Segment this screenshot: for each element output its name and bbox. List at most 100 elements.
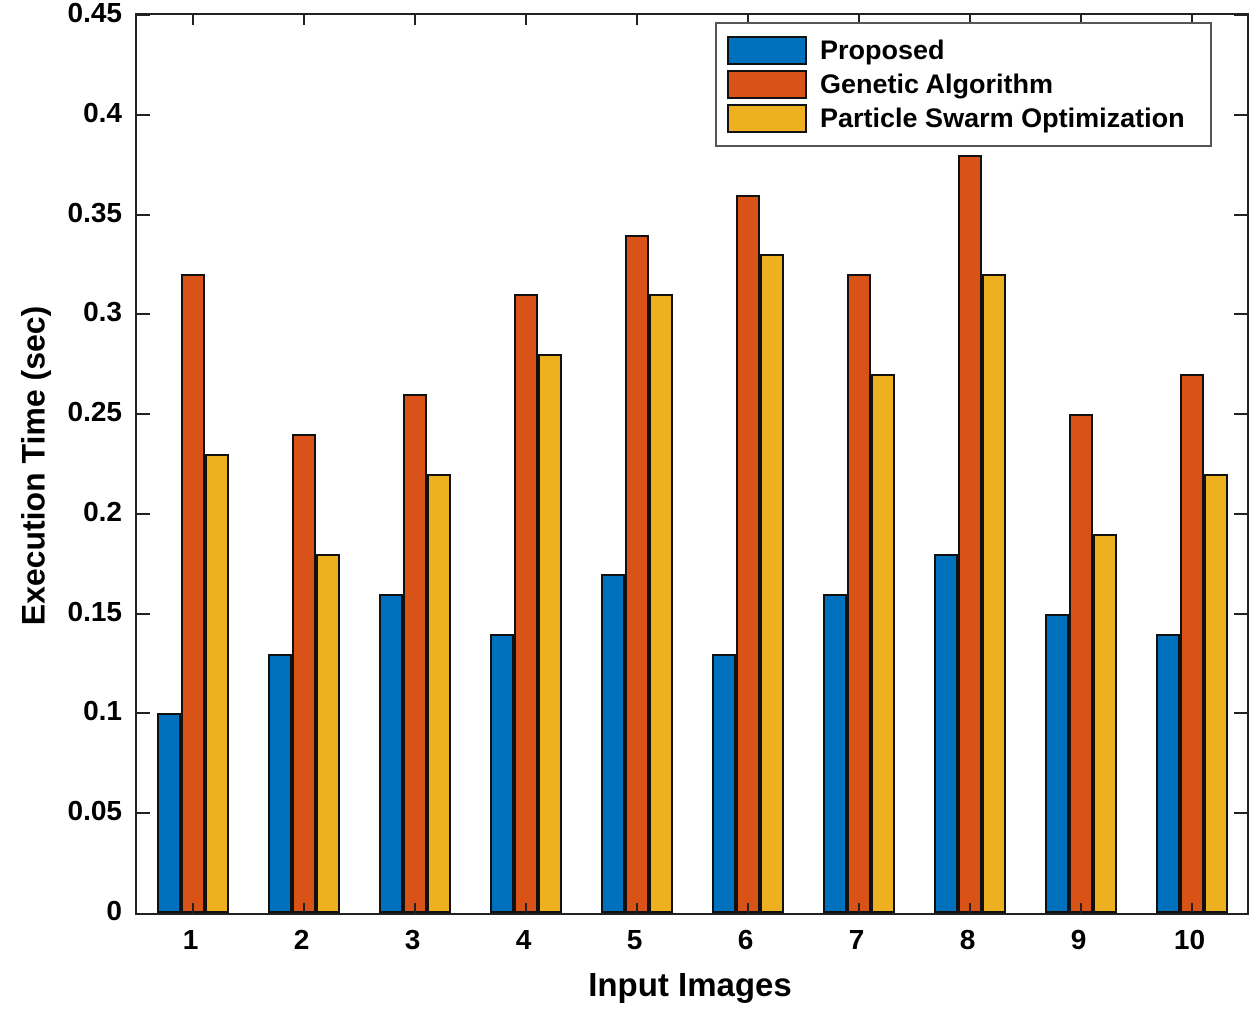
legend-item: Particle Swarm Optimization: [727, 102, 1200, 135]
x-axis-tick-label: 6: [737, 924, 754, 955]
y-axis-tick: [137, 612, 150, 615]
bar-particle-swarm-optimization: [204, 454, 229, 913]
legend-label: Particle Swarm Optimization: [820, 103, 1185, 133]
legend: Proposed Genetic Algorithm Particle Swarm …: [715, 22, 1212, 147]
legend-item: Proposed: [727, 34, 1200, 67]
x-axis-tick: [968, 903, 971, 913]
x-axis-tick: [746, 903, 749, 913]
x-axis-tick-top: [1079, 15, 1082, 25]
x-axis-tick-label: 7: [848, 924, 865, 955]
y-axis-tick-right: [1234, 612, 1247, 615]
x-axis-tick: [1079, 903, 1082, 913]
y-axis-tick-label: 0.25: [67, 396, 123, 428]
x-axis-tick-top: [1190, 15, 1193, 25]
y-axis-tick-right: [1234, 14, 1247, 16]
x-axis-tick-label: 10: [1173, 924, 1206, 955]
x-axis-tick-top: [746, 15, 749, 25]
bar-genetic-algorithm: [1068, 414, 1093, 913]
y-axis-tick-label: 0.3: [83, 296, 122, 328]
bar-particle-swarm-optimization: [1203, 473, 1228, 913]
bar-genetic-algorithm: [624, 234, 649, 913]
bar-proposed: [1155, 633, 1180, 913]
x-axis-tick-label: 5: [626, 924, 643, 955]
x-axis-tick-top: [968, 15, 971, 25]
y-axis-tick: [137, 712, 150, 715]
legend-swatch-particle-swarm-optimization: [727, 104, 807, 133]
x-axis-title: Input Images: [588, 966, 792, 1003]
y-axis-tick: [137, 812, 150, 815]
bar-proposed: [267, 653, 292, 913]
bar-particle-swarm-optimization: [537, 354, 562, 913]
x-axis-tick-label: 2: [293, 924, 310, 955]
bar-particle-swarm-optimization: [426, 473, 451, 913]
x-axis-tick: [413, 903, 416, 913]
x-axis-tick-top: [191, 15, 194, 25]
x-axis-tick: [302, 903, 305, 913]
y-axis-tick-label: 0.45: [67, 0, 123, 28]
y-axis-tick: [137, 512, 150, 515]
y-axis-tick-label: 0.4: [83, 96, 122, 128]
y-axis-tick-label: 0.2: [83, 495, 122, 527]
x-axis-tick-label: 4: [515, 924, 532, 955]
y-axis-tick-right: [1234, 113, 1247, 116]
y-axis-tick-right: [1234, 213, 1247, 216]
x-axis-tick-top: [302, 15, 305, 25]
y-axis-tick: [137, 413, 150, 416]
bar-genetic-algorithm: [180, 274, 205, 913]
x-axis-tick-label: 8: [959, 924, 976, 955]
bar-genetic-algorithm: [1179, 374, 1204, 913]
y-axis-tick-label: 0: [106, 895, 122, 926]
bar-genetic-algorithm: [957, 154, 982, 913]
x-axis-tick: [524, 903, 527, 913]
x-axis-tick-top: [635, 15, 638, 25]
y-axis-tick: [137, 213, 150, 216]
bar-genetic-algorithm: [402, 394, 427, 913]
legend-label: Genetic Algorithm: [820, 69, 1054, 99]
bar-particle-swarm-optimization: [870, 374, 895, 913]
x-axis-tick: [635, 903, 638, 913]
bar-proposed: [933, 553, 958, 913]
plot-area: [135, 13, 1249, 915]
x-axis-tick: [857, 903, 860, 913]
y-axis-tick: [137, 14, 150, 16]
bar-genetic-algorithm: [291, 434, 316, 913]
y-axis-tick-right: [1234, 313, 1247, 316]
x-axis-tick-top: [413, 15, 416, 25]
y-axis-tick-label: 0.15: [67, 595, 123, 627]
y-axis-tick: [137, 313, 150, 316]
bar-particle-swarm-optimization: [1092, 533, 1117, 913]
bar-proposed: [822, 593, 847, 913]
x-axis-tick: [1190, 903, 1193, 913]
y-axis-tick-label: 0.35: [67, 196, 123, 228]
bar-proposed: [1044, 613, 1069, 913]
y-axis-tick-label: 0.1: [83, 695, 122, 727]
bar-proposed: [156, 713, 181, 913]
legend-item: Genetic Algorithm: [727, 68, 1200, 101]
y-axis-tick-right: [1234, 812, 1247, 815]
y-axis-tick-right: [1234, 712, 1247, 715]
y-axis-tick-right: [1234, 512, 1247, 515]
bar-proposed: [489, 633, 514, 913]
y-axis-tick-right: [1234, 413, 1247, 416]
bar-genetic-algorithm: [513, 294, 538, 913]
bar-genetic-algorithm: [735, 194, 760, 913]
y-axis-tick-label: 0.05: [67, 795, 123, 827]
bar-particle-swarm-optimization: [759, 254, 784, 913]
legend-swatch-proposed: [727, 36, 807, 65]
bar-proposed: [711, 653, 736, 913]
bar-proposed: [378, 593, 403, 913]
x-axis-tick-label: 1: [182, 924, 199, 955]
x-axis-tick-top: [524, 15, 527, 25]
x-axis-tick: [191, 903, 194, 913]
y-axis-tick: [137, 113, 150, 116]
bar-particle-swarm-optimization: [981, 274, 1006, 913]
bar-particle-swarm-optimization: [315, 553, 340, 913]
legend-label: Proposed: [820, 35, 945, 65]
legend-swatch-genetic-algorithm: [727, 70, 807, 99]
x-axis-tick-label: 3: [404, 924, 421, 955]
bar-genetic-algorithm: [846, 274, 871, 913]
bar-proposed: [600, 573, 625, 913]
bar-particle-swarm-optimization: [648, 294, 673, 913]
x-axis-tick-label: 9: [1070, 924, 1087, 955]
